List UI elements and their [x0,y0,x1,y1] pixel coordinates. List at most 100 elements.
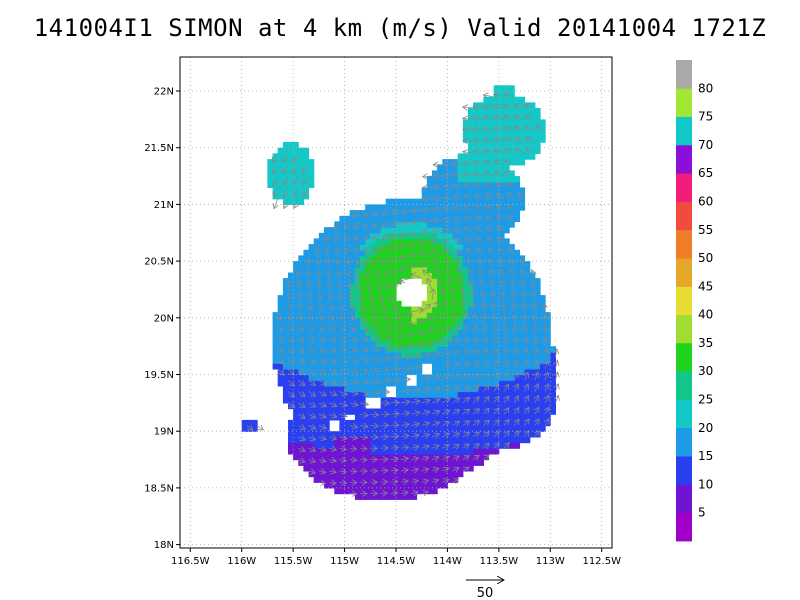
wind-cell [473,221,479,228]
wind-cell [390,425,397,432]
wind-cell [514,329,520,336]
wind-cell [509,91,515,98]
wind-cell [462,306,469,313]
wind-vector [410,233,422,234]
wind-cell [473,113,479,120]
wind-vector [462,409,470,414]
wind-cell [313,436,320,444]
wind-cell [318,249,325,257]
wind-cell [457,283,464,291]
wind-cell [421,238,428,245]
wind-cell [457,340,464,347]
wind-cell [339,215,346,223]
x-tick-label: 116W [227,556,256,567]
wind-vector [486,194,494,198]
wind-cell [416,357,423,364]
wind-cell [462,346,469,353]
wind-cell [493,119,500,126]
wind-vector [349,482,357,483]
wind-cell [298,425,304,432]
wind-vector [501,281,504,290]
wind-vector [401,312,413,315]
wind-vector [497,216,505,222]
wind-cell [442,261,448,268]
wind-cell [411,470,418,478]
wind-cell [498,170,505,177]
wind-cell [313,476,320,483]
wind-cell [406,419,412,427]
wind-cell [493,414,500,421]
wind-cell [483,193,490,200]
wind-cell [416,402,423,410]
wind-cell [519,357,526,364]
wind-cell [365,470,371,478]
wind-cell [375,227,382,234]
wind-cell [468,414,474,421]
wind-cell [483,261,490,268]
wind-cell [293,334,299,342]
wind-vector [298,311,302,320]
wind-vector [525,396,529,404]
wind-cell [468,176,474,183]
wind-vector [504,361,508,369]
wind-cell [385,272,392,279]
wind-cell [329,391,335,398]
wind-cell [493,266,500,274]
wind-cell [529,346,536,353]
wind-vector [319,278,320,287]
wind-cell [324,323,330,330]
wind-cell [298,187,304,194]
wind-cell [524,283,531,291]
wind-cell [514,380,520,387]
wind-cell [488,425,495,432]
wind-vector [555,349,556,358]
wind-vector [328,368,337,374]
wind-vector [486,216,494,222]
wind-vector [373,221,381,227]
wind-vector [370,323,379,332]
wind-cell [498,380,505,387]
colorbar-box [676,286,692,316]
wind-cell [303,317,310,325]
wind-vector [411,469,418,471]
wind-vector [473,151,484,154]
wind-cell [380,368,387,376]
wind-cell [349,266,356,274]
wind-cell [308,295,315,302]
wind-vector [287,391,295,397]
wind-cell [334,470,340,478]
wind-cell [406,204,412,211]
wind-cell [437,244,443,251]
wind-cell [473,249,479,257]
wind-cell [473,363,479,370]
colorbar-label: 5 [698,506,706,520]
wind-cell [298,295,304,302]
wind-cell [411,482,418,489]
wind-vector [328,334,335,342]
wind-vector [525,115,536,119]
wind-cell [514,425,520,432]
wind-cell [493,153,500,160]
wind-cell [473,227,479,234]
wind-cell [457,448,464,455]
wind-cell [365,419,371,427]
wind-cell [498,164,505,171]
wind-vector [328,403,337,406]
wind-cell [529,408,536,415]
wind-cell [468,193,474,200]
wind-cell [360,249,366,257]
wind-cell [498,125,505,132]
wind-vector [452,386,460,392]
wind-cell [437,300,443,308]
colorbar-label: 30 [698,364,713,378]
wind-cell [324,448,330,455]
wind-cell [534,283,541,291]
wind-vector [505,138,515,142]
wind-vector [431,399,440,403]
wind-cell [468,295,474,302]
wind-cell [478,397,484,404]
wind-cell [468,232,474,240]
wind-cell [324,334,330,342]
wind-cell [473,459,479,466]
wind-vector [483,385,489,392]
